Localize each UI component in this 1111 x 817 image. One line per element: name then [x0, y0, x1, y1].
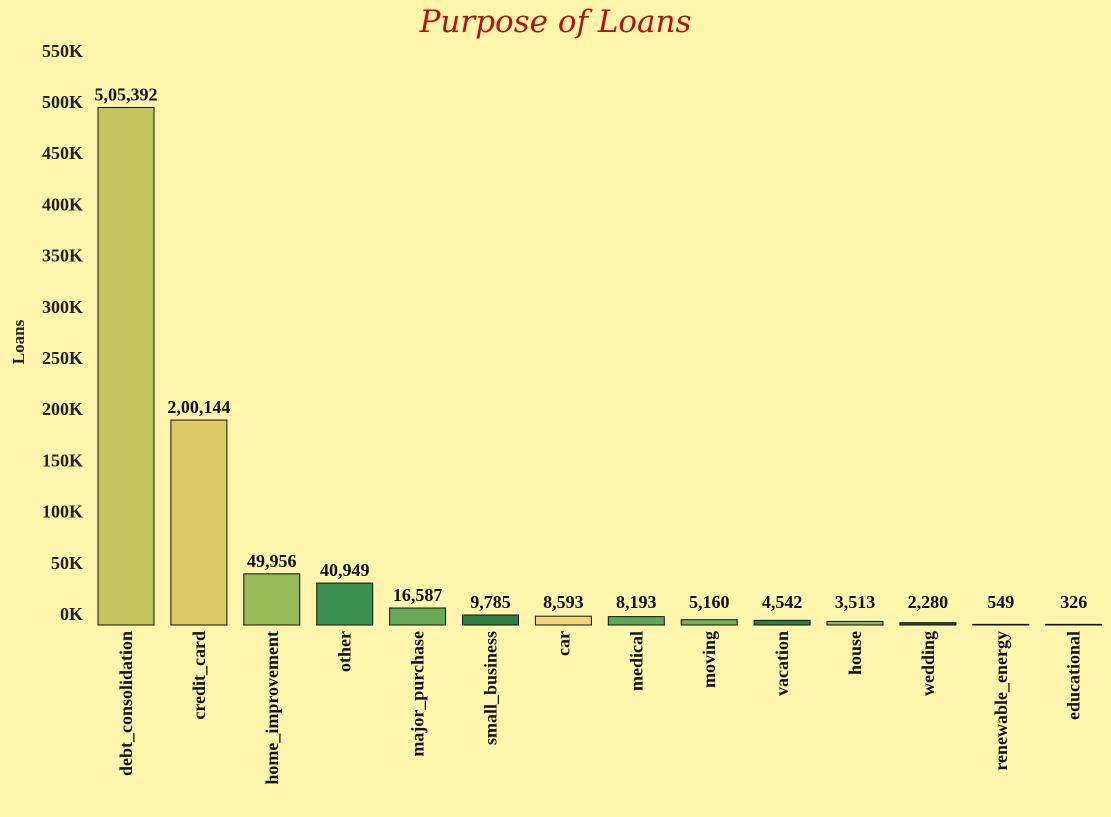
x-tick-label: wedding — [918, 631, 938, 696]
y-tick-label: 0K — [60, 604, 83, 624]
x-tick-label: house — [845, 631, 865, 675]
bar-home-improvement — [243, 573, 301, 626]
x-tick-label: car — [553, 631, 573, 656]
y-axis-ticks: 0K 50K 100K 150K 200K 250K 300K 350K 400K 450K 500… — [42, 41, 83, 624]
y-tick-label: 500K — [42, 92, 83, 112]
bar-house — [826, 620, 884, 626]
data-label: 326 — [1060, 592, 1087, 612]
x-tick-label: educational — [1064, 631, 1084, 720]
bar-major-purchase — [389, 607, 447, 626]
bar-wedding — [899, 622, 957, 626]
y-axis-label: Loans — [9, 319, 28, 364]
data-label: 40,949 — [320, 560, 370, 580]
data-label: 8,593 — [543, 592, 584, 612]
bar-small-business — [462, 614, 519, 626]
bar-renewable-energy — [972, 623, 1030, 626]
bar-credit-card — [170, 419, 228, 626]
x-tick-label: small_business — [481, 631, 501, 745]
x-axis-tick-labels: debt_consolidation credit_card home_improv… — [116, 631, 1084, 785]
data-label: 49,956 — [247, 551, 297, 571]
y-tick-label: 50K — [51, 553, 83, 573]
bar-debt-consolidation — [97, 106, 155, 626]
x-tick-label: renewable_energy — [991, 631, 1011, 771]
y-tick-label: 250K — [42, 348, 83, 368]
x-tick-label: other — [335, 631, 355, 672]
y-tick-label: 150K — [42, 450, 83, 470]
bar-medical — [607, 616, 665, 626]
data-label: 8,193 — [616, 592, 657, 612]
data-label: 2,280 — [908, 592, 949, 612]
value-labels: 5,05,392 2,00,144 49,956 40,949 16,587 9,785 8… — [95, 84, 1088, 612]
y-tick-label: 450K — [42, 143, 83, 163]
y-tick-label: 400K — [42, 194, 83, 214]
x-tick-label: home_improvement — [262, 631, 282, 785]
bar-educational — [1045, 623, 1103, 626]
y-tick-label: 350K — [42, 246, 83, 266]
y-tick-label: 100K — [42, 502, 83, 522]
bar-car — [534, 615, 592, 626]
x-tick-label: debt_consolidation — [116, 631, 136, 776]
bar-moving — [680, 619, 738, 626]
data-label: 5,05,392 — [95, 84, 158, 104]
x-tick-label: major_purchase — [408, 631, 428, 757]
y-tick-label: 300K — [42, 297, 83, 317]
x-tick-label: vacation — [772, 631, 792, 696]
bars — [97, 106, 1103, 626]
data-label: 4,542 — [762, 592, 803, 612]
bar-vacation — [753, 619, 811, 626]
data-label: 2,00,144 — [167, 397, 230, 417]
bar-other — [316, 582, 374, 626]
data-label: 549 — [987, 592, 1014, 612]
x-tick-label: credit_card — [189, 631, 209, 720]
chart-title: Purpose of Loans — [419, 4, 692, 40]
data-label: 16,587 — [393, 585, 443, 605]
y-tick-label: 200K — [42, 399, 83, 419]
y-tick-label: 550K — [42, 41, 83, 61]
x-tick-label: moving — [699, 631, 719, 688]
data-label: 3,513 — [835, 592, 876, 612]
x-tick-label: medical — [626, 631, 646, 691]
data-label: 5,160 — [689, 592, 730, 612]
data-label: 9,785 — [470, 592, 511, 612]
